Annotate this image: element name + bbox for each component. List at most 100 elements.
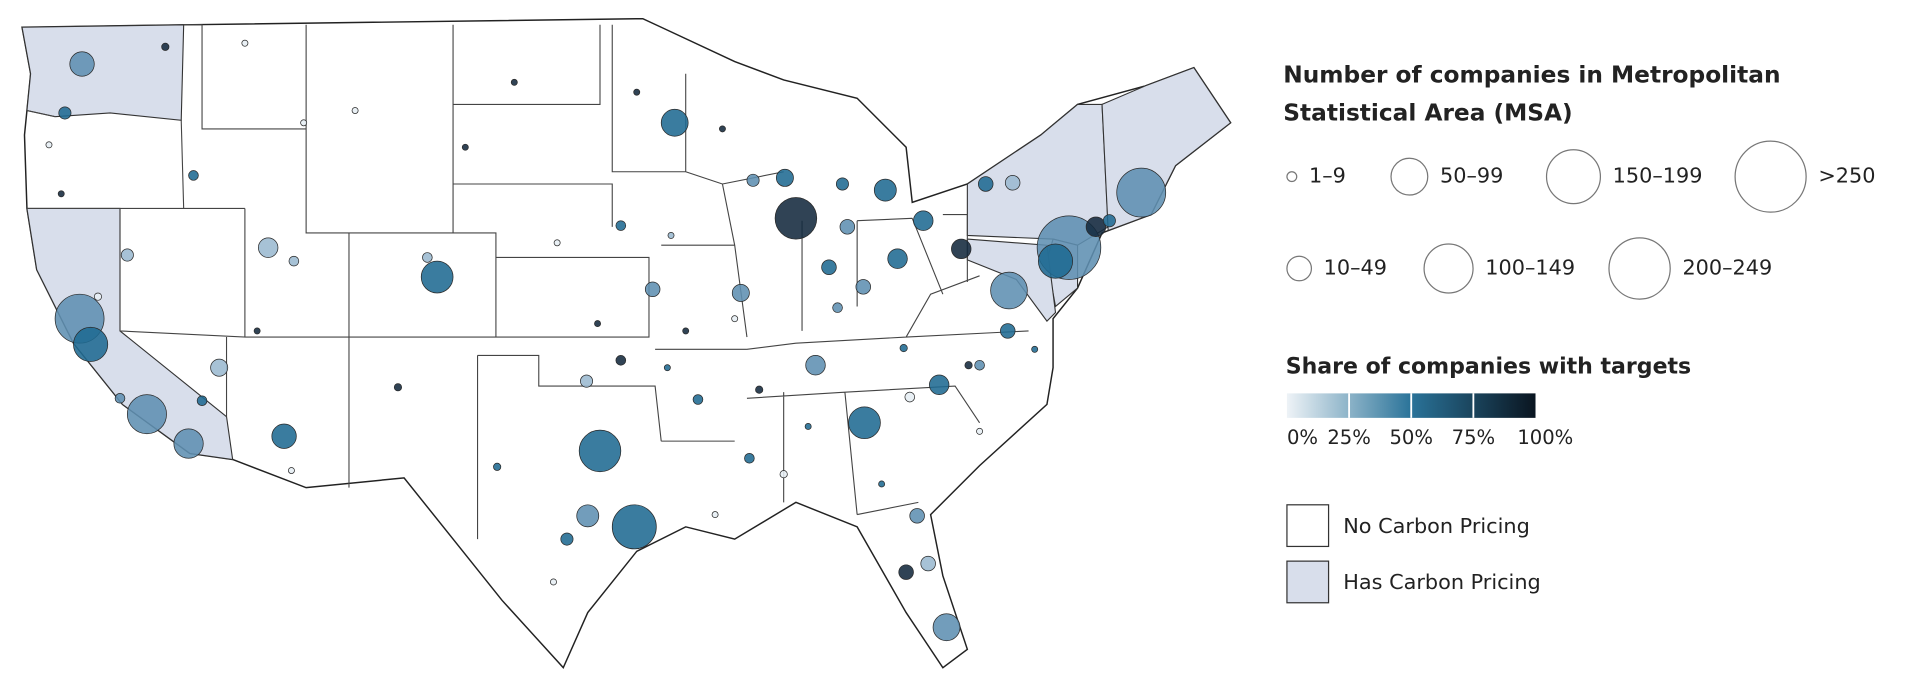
msa-bubble — [878, 480, 886, 488]
size-label: 50–99 — [1440, 164, 1503, 188]
msa-bubble — [848, 406, 881, 440]
pricing-label: Has Carbon Pricing — [1343, 570, 1540, 594]
msa-bubble — [774, 197, 818, 240]
msa-bubble — [1004, 175, 1021, 191]
msa-bubble — [550, 578, 557, 586]
size-label: >250 — [1818, 164, 1875, 188]
size-items: 1–9 50–99 150–199 >250 10–49 100–149 200–249 — [1286, 140, 1875, 300]
color-legend: Share of companies with targets 0% 25% 50%… — [1286, 355, 1691, 450]
msa-bubble — [258, 237, 279, 258]
msa-bubble — [951, 238, 972, 260]
msa-bubble — [633, 88, 641, 96]
msa-bubble — [58, 106, 72, 120]
size-label: 100–149 — [1485, 255, 1575, 279]
msa-bubble — [832, 302, 843, 313]
msa-bubble — [69, 51, 95, 77]
msa-bubble — [560, 532, 574, 546]
pricing-label: No Carbon Pricing — [1343, 514, 1530, 538]
msa-bubble — [615, 355, 627, 366]
msa-bubble — [210, 358, 229, 377]
msa-bubble — [45, 141, 53, 149]
size-label: 150–199 — [1613, 164, 1703, 188]
msa-bubble — [692, 394, 704, 405]
state-carbon-pricing — [21, 24, 185, 121]
msa-bubble — [887, 248, 908, 269]
msa-bubble — [904, 391, 916, 403]
msa-bubble — [929, 374, 950, 395]
size-label: 1–9 — [1309, 164, 1346, 188]
msa-bubble — [510, 78, 518, 86]
msa-bubble — [461, 143, 469, 151]
country-outline — [21, 17, 1232, 669]
msa-bubble — [898, 564, 914, 580]
size-legend-title-box: Number of companies in Metropolitan Stat… — [1283, 62, 1780, 127]
msa-bubble — [288, 467, 295, 474]
msa-bubble — [913, 210, 934, 231]
msa-bubble — [300, 119, 308, 127]
color-tick-label: 50% — [1389, 426, 1433, 449]
msa-bubble — [73, 326, 109, 362]
msa-bubble — [553, 239, 561, 247]
state-borders — [26, 24, 1029, 540]
msa-bubble — [990, 271, 1028, 310]
msa-bubble — [1038, 243, 1074, 279]
msa-bubble — [821, 259, 837, 275]
msa-bubble — [663, 364, 671, 372]
msa-bubble — [719, 125, 726, 133]
msa-bubbles — [45, 39, 1167, 642]
msa-bubble — [744, 453, 755, 464]
msa-bubble — [1085, 216, 1107, 238]
msa-bubble — [196, 395, 208, 406]
size-swatch — [1390, 157, 1429, 196]
size-legend: Number of companies in Metropolitan Stat… — [1283, 62, 1875, 300]
msa-bubble — [173, 428, 204, 459]
msa-bubble — [576, 504, 600, 528]
msa-bubble — [731, 315, 739, 323]
msa-bubble — [964, 361, 973, 370]
msa-bubble — [578, 429, 622, 473]
color-tick-label: 0% — [1287, 426, 1318, 449]
msa-bubble — [873, 178, 897, 202]
color-tick-label: 100% — [1517, 426, 1573, 449]
size-swatch — [1608, 237, 1671, 300]
msa-bubble — [594, 320, 601, 328]
msa-bubble — [779, 470, 788, 479]
msa-bubble — [253, 327, 261, 335]
msa-bubble — [920, 555, 936, 572]
msa-bubble — [932, 613, 961, 642]
color-tick-label: 25% — [1327, 426, 1371, 449]
msa-bubble — [271, 423, 297, 449]
msa-bubble — [839, 219, 856, 235]
size-swatch — [1545, 149, 1602, 205]
size-swatch — [1286, 255, 1313, 282]
msa-bubble — [611, 504, 657, 550]
msa-bubble — [288, 255, 300, 267]
msa-bubble — [351, 107, 359, 114]
msa-bubble — [1000, 323, 1016, 339]
msa-bubble — [161, 42, 170, 51]
msa-bubble — [855, 279, 871, 295]
msa-bubble — [978, 176, 994, 192]
msa-bubble — [899, 344, 908, 353]
msa-bubble — [1116, 167, 1167, 218]
msa-bubble — [909, 508, 925, 524]
msa-bubble — [57, 190, 65, 198]
msa-bubble — [493, 462, 502, 471]
has-pricing-swatch — [1286, 560, 1330, 604]
msa-bubble — [746, 173, 760, 187]
color-legend-title: Share of companies with targets — [1286, 355, 1691, 380]
size-swatch — [1734, 140, 1807, 213]
msa-bubble — [120, 248, 134, 262]
msa-bubble — [1102, 214, 1116, 228]
msa-bubble — [644, 281, 661, 298]
msa-bubble — [241, 39, 249, 47]
msa-bubble — [188, 170, 199, 181]
msa-bubble — [580, 374, 594, 388]
msa-bubble — [731, 284, 750, 302]
msa-bubble — [755, 385, 764, 394]
size-swatch — [1286, 171, 1298, 183]
msa-bubble — [804, 423, 812, 430]
msa-bubble — [93, 292, 103, 301]
msa-bubble — [976, 427, 984, 435]
